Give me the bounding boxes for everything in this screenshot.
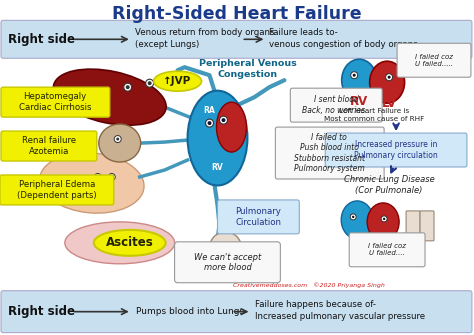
FancyBboxPatch shape (1, 291, 472, 333)
Ellipse shape (99, 124, 141, 162)
Text: Pumps blood into Lungs: Pumps blood into Lungs (136, 307, 244, 316)
Ellipse shape (188, 91, 247, 186)
Circle shape (110, 176, 113, 179)
Circle shape (148, 81, 152, 85)
Text: LV: LV (382, 96, 397, 110)
FancyBboxPatch shape (1, 20, 472, 58)
Circle shape (114, 136, 121, 143)
FancyBboxPatch shape (218, 200, 299, 234)
Text: RV: RV (211, 162, 223, 172)
FancyBboxPatch shape (275, 127, 384, 179)
Text: We can't accept
more blood: We can't accept more blood (194, 253, 261, 272)
Ellipse shape (54, 69, 166, 125)
Text: Chronic Lung Disease
(Cor Pulmonale): Chronic Lung Disease (Cor Pulmonale) (344, 175, 435, 195)
FancyBboxPatch shape (1, 87, 110, 117)
FancyBboxPatch shape (174, 242, 280, 283)
Circle shape (94, 174, 101, 181)
Text: Hepatomegaly
Cardiac Cirrhosis: Hepatomegaly Cardiac Cirrhosis (18, 92, 91, 112)
Circle shape (210, 232, 241, 264)
Text: RV: RV (350, 95, 368, 108)
Ellipse shape (367, 203, 399, 241)
FancyBboxPatch shape (0, 175, 114, 205)
Ellipse shape (65, 222, 174, 264)
Text: Peripheral Venous
Congestion: Peripheral Venous Congestion (199, 59, 296, 79)
Text: Pulmonary
Circulation: Pulmonary Circulation (236, 207, 282, 226)
Circle shape (221, 118, 226, 122)
FancyBboxPatch shape (291, 88, 382, 122)
Text: Venous return from body organs
(except Lungs): Venous return from body organs (except L… (135, 28, 274, 49)
Text: Peripheral Edema
(Dependent parts): Peripheral Edema (Dependent parts) (17, 180, 97, 200)
Text: Increased pressure in
Pulmonary circulation: Increased pressure in Pulmonary circulat… (354, 140, 438, 160)
Circle shape (126, 85, 130, 89)
Text: I failed coz
U failed....: I failed coz U failed.... (368, 243, 406, 256)
Text: I failed coz
U failed.....: I failed coz U failed..... (415, 54, 453, 67)
Circle shape (383, 218, 385, 220)
Ellipse shape (154, 71, 201, 91)
Text: Right side: Right side (8, 305, 75, 318)
Text: I failed to
Push blood into
Stubborn resistant
Pulmonory system: I failed to Push blood into Stubborn res… (294, 133, 365, 173)
Text: I sent blood
Back, no worries..: I sent blood Back, no worries.. (302, 95, 370, 115)
Circle shape (353, 74, 356, 77)
Text: RA: RA (204, 106, 215, 115)
Text: Renal failure
Azotemia: Renal failure Azotemia (22, 136, 76, 156)
Ellipse shape (341, 201, 373, 239)
Text: Ascites: Ascites (106, 236, 154, 249)
Ellipse shape (39, 153, 144, 213)
Text: Right-Sided Heart Failure: Right-Sided Heart Failure (112, 5, 361, 23)
Text: Left Heart Failure is
Most common cause of RHF: Left Heart Failure is Most common cause … (324, 108, 424, 122)
FancyBboxPatch shape (349, 233, 425, 267)
FancyBboxPatch shape (1, 131, 97, 161)
Circle shape (381, 216, 387, 222)
Circle shape (108, 174, 115, 181)
Circle shape (146, 79, 154, 87)
Text: Failure leads to-
venous congestion of body organs: Failure leads to- venous congestion of b… (269, 28, 418, 49)
Circle shape (96, 176, 99, 179)
FancyBboxPatch shape (406, 211, 420, 241)
Ellipse shape (94, 230, 165, 256)
Circle shape (206, 119, 213, 127)
FancyBboxPatch shape (397, 43, 471, 77)
Circle shape (351, 72, 358, 79)
FancyBboxPatch shape (420, 211, 434, 241)
Circle shape (124, 83, 132, 91)
Text: Failure happens because of-
Increased pulmonary vascular pressure: Failure happens because of- Increased pu… (255, 300, 426, 321)
Text: Creativemeddoses.com   ©2020 Priyanga Singh: Creativemeddoses.com ©2020 Priyanga Sing… (233, 282, 385, 287)
Ellipse shape (370, 61, 405, 103)
Circle shape (350, 214, 356, 220)
Circle shape (116, 138, 119, 141)
Circle shape (219, 243, 224, 248)
FancyBboxPatch shape (325, 133, 467, 167)
Circle shape (208, 121, 211, 125)
Circle shape (219, 116, 228, 124)
Circle shape (227, 243, 232, 248)
Text: ↑JVP: ↑JVP (164, 76, 191, 86)
Text: Right side: Right side (8, 33, 75, 46)
Circle shape (352, 216, 355, 218)
Circle shape (386, 74, 392, 81)
Ellipse shape (217, 102, 246, 152)
Circle shape (388, 76, 391, 79)
Ellipse shape (342, 59, 377, 101)
